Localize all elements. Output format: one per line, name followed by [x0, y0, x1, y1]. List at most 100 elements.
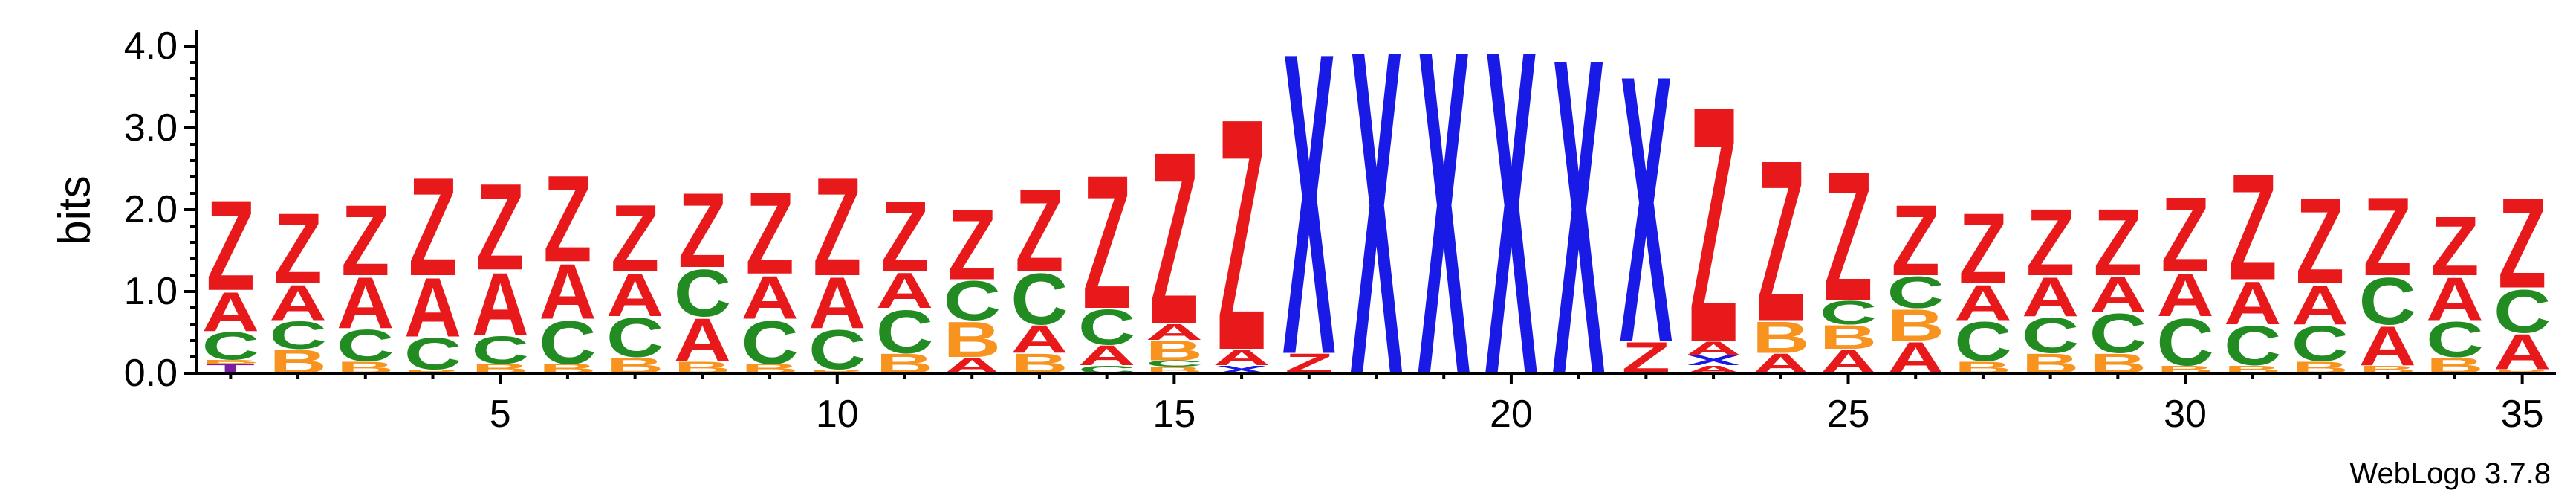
logo-letter-z: Z	[880, 179, 929, 292]
logo-letter-c: C	[876, 297, 933, 367]
logo-letter-z: Z	[2296, 172, 2344, 309]
y-tick-label: 0.0	[124, 352, 178, 395]
weblogo-credit: WebLogo 3.7.8	[2349, 457, 2551, 490]
logo-column: X	[1418, 0, 1471, 471]
logo-letter-c: C	[2291, 315, 2349, 372]
logo-letter-z: Z	[813, 149, 861, 305]
logo-letter-z: Z	[2161, 175, 2209, 294]
logo-letter-a: A	[876, 263, 933, 319]
logo-letter-a: A	[808, 263, 866, 344]
logo-letter-z: Z	[543, 150, 591, 288]
logo-letter-b: B	[2494, 368, 2551, 374]
logo-letter-a: A	[2494, 323, 2551, 380]
logo-letter-z: Z	[207, 173, 255, 318]
logo-letter-a: A	[404, 261, 461, 355]
logo-letter-c: C	[2224, 315, 2281, 378]
logo-letter-x: X	[1485, 0, 1538, 471]
logo-letter-b: B	[1820, 319, 1877, 356]
logo-column: ZX	[1282, 0, 1336, 445]
logo-letter-c: C	[539, 308, 596, 377]
logo-letter-b: B	[1146, 335, 1203, 366]
logo-letter-c: C	[202, 324, 259, 368]
logo-letter-a: A	[2426, 265, 2483, 334]
logo-letter-z: Z	[2430, 199, 2479, 293]
logo-letter-z: Z	[341, 184, 389, 297]
logo-letter-z: Z	[273, 192, 322, 305]
logo-letter-z: Z	[1689, 36, 1737, 412]
logo-letter-z: Z	[476, 158, 525, 296]
logo-column: ZX	[1620, 0, 1673, 422]
logo-letter-c: C	[1146, 358, 1203, 368]
logo-column: ABZ	[1752, 112, 1809, 379]
x-tick-label: 20	[1490, 393, 1533, 436]
logo-letter-z: Z	[2228, 144, 2277, 312]
logo-letter-b: B	[944, 312, 1001, 368]
y-tick-label: 2.0	[124, 188, 178, 231]
y-tick-label: 1.0	[124, 270, 178, 313]
y-axis-label: bits	[50, 175, 100, 245]
logo-column: X	[1485, 0, 1538, 471]
logo-letter-z: Z	[1892, 184, 1940, 297]
logo-letter-c: C	[337, 321, 394, 370]
logo-letter-x: X	[1282, 0, 1336, 445]
x-tick-label: 15	[1152, 393, 1195, 436]
logo-letter-z: Z	[611, 185, 659, 292]
logo-letter-c: C	[2156, 304, 2213, 379]
logo-letter-z: Z	[948, 187, 996, 300]
logo-letter-x: X	[1350, 0, 1404, 471]
x-tick-label: 25	[1827, 393, 1870, 436]
logo-column: X	[1552, 0, 1606, 470]
logo-letter-c: C	[2359, 263, 2416, 338]
logo-letter-a: A	[674, 306, 731, 375]
logo-letter-z: Z	[2364, 174, 2412, 299]
logo-letter-c: C	[2089, 302, 2147, 365]
x-tick-label: 35	[2501, 393, 2544, 436]
logo-letter-b: B	[404, 368, 461, 374]
logo-letter-a: A	[472, 254, 529, 354]
logo-letter-z: Z	[678, 171, 727, 290]
y-tick-label: 3.0	[124, 106, 178, 149]
logo-letter-c: C	[606, 306, 664, 370]
logo-letter-z: Z	[1083, 135, 1131, 349]
logo-letter-z: Z	[1824, 132, 1872, 339]
logo-letter-a: A	[2291, 274, 2349, 337]
logo-column: XAZ	[1213, 49, 1270, 419]
logo-letter-c: C	[741, 308, 798, 377]
logo-letter-z: Z	[1756, 112, 1805, 369]
logo-letter-c: C	[404, 329, 461, 379]
logo-letter-x: X	[1620, 0, 1673, 422]
logo-letter-x: X	[1552, 0, 1606, 470]
logo-letter-a: A	[2022, 265, 2079, 329]
logo-letter-c: C	[472, 328, 529, 372]
logo-letter-a: A	[337, 263, 394, 344]
logo-letter-c: C	[269, 313, 326, 357]
logo-letter-c: C	[808, 318, 866, 381]
logo-column: X	[1350, 0, 1404, 471]
logo-letter-a: A	[2224, 269, 2281, 338]
logo-letter-z: Z	[745, 167, 794, 299]
logo-letter-b: B	[1887, 300, 1944, 350]
logo-letter-c: C	[2426, 312, 2483, 368]
logo-letter-c: C	[1887, 268, 1944, 318]
logo-letter-c: C	[2022, 307, 2079, 364]
logo-letter-a: A	[1010, 318, 1068, 361]
logo-letter-z: Z	[409, 149, 457, 305]
x-tick-label: 10	[816, 393, 859, 436]
